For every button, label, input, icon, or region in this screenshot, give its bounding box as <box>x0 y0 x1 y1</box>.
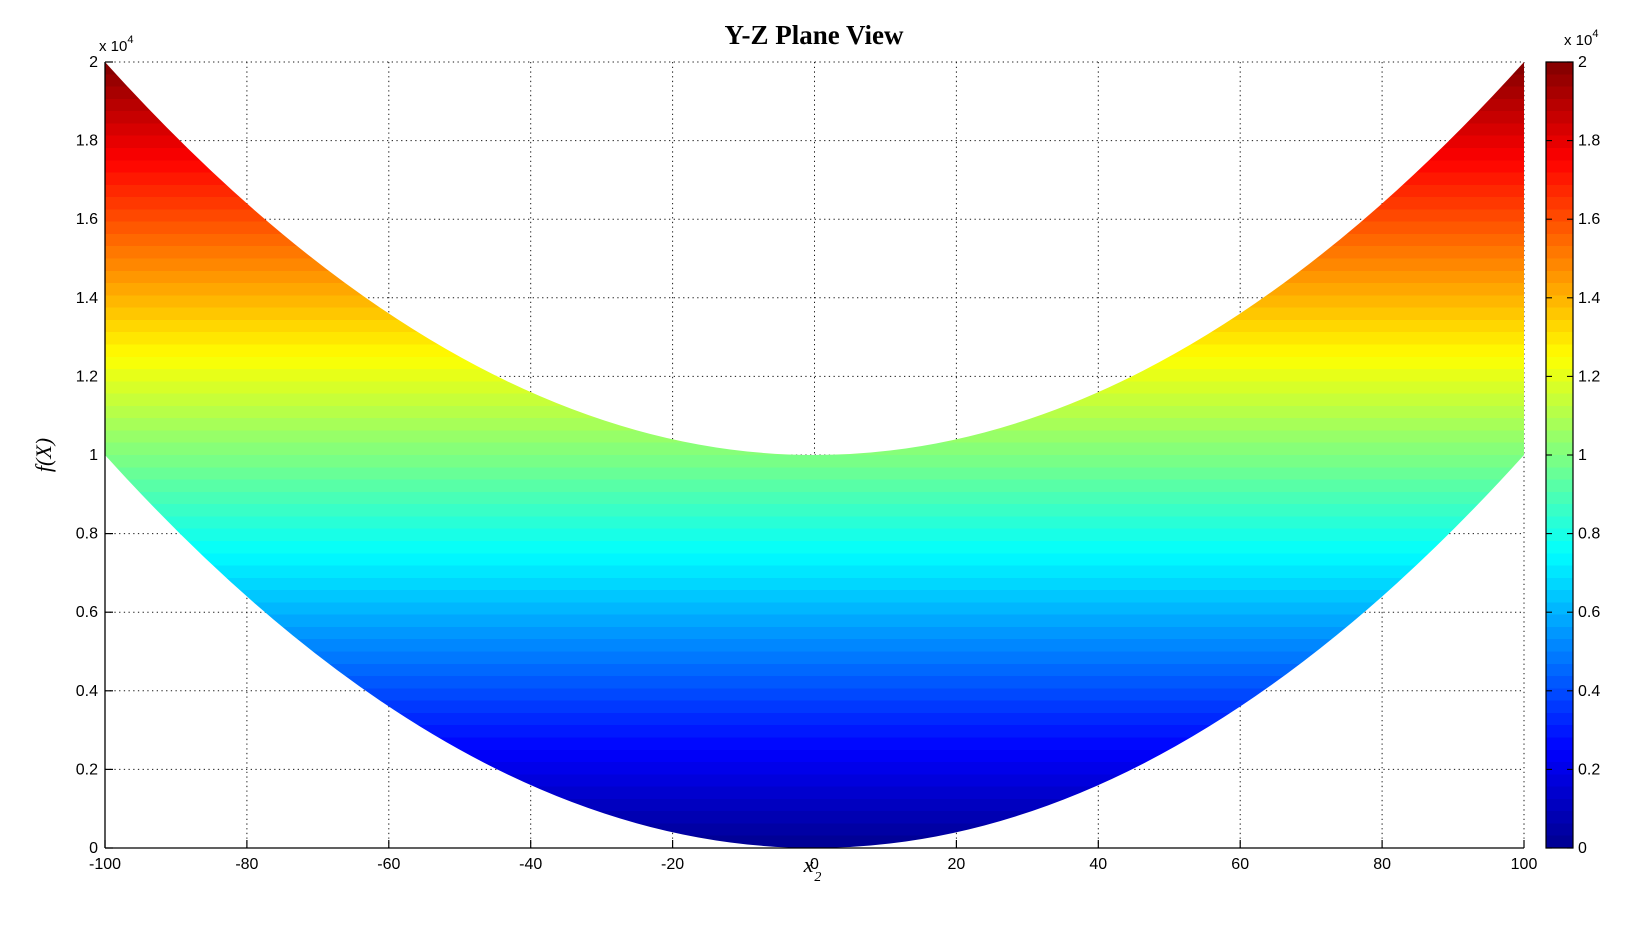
colorbar-tick-label: 1 <box>1578 447 1587 464</box>
y-tick-label: 0.2 <box>76 761 98 778</box>
x-axis-label: x2 <box>803 852 822 886</box>
y-axis-label: f(X) <box>31 437 56 473</box>
y-tick-label: 1.6 <box>76 211 98 228</box>
colorbar-tick-label: 0 <box>1578 840 1587 857</box>
y-tick-label: 2 <box>89 54 98 71</box>
y-tick-label: 0.6 <box>76 604 98 621</box>
y-axis-offset-label: x 104 <box>99 34 134 55</box>
colorbar-tick-label: 1.4 <box>1578 290 1600 307</box>
colorbar-tick-label: 1.2 <box>1578 368 1600 385</box>
colorbar-tick-label: 1.8 <box>1578 133 1600 150</box>
y-tick-label: 0.8 <box>76 526 98 543</box>
x-axis-label-subscript: 2 <box>814 870 822 886</box>
x-tick-label: 0 <box>810 856 819 873</box>
colorbar-ticks <box>1546 61 1573 849</box>
chart-title: Y-Z Plane View <box>724 20 904 50</box>
x-tick-label: 60 <box>1231 856 1249 873</box>
y-tick-label: 0 <box>89 840 98 857</box>
x-tick-label: 100 <box>1511 856 1538 873</box>
colorbar-tick-label: 1.6 <box>1578 211 1600 228</box>
y-axis-offset-prefix: x 10 <box>99 38 128 55</box>
colorbar-tick-labels: 0 0.2 0.4 0.6 0.8 1 1.2 1.4 1.6 1.8 2 <box>1578 54 1600 857</box>
y-tick-label: 1.2 <box>76 368 98 385</box>
x-tick-label: 80 <box>1373 856 1391 873</box>
y-tick-label: 1 <box>89 447 98 464</box>
axis-spines <box>104 62 1524 849</box>
x-tick-label: -60 <box>377 856 400 873</box>
colorbar-tick-label: 2 <box>1578 54 1587 71</box>
x-tick-label: 40 <box>1089 856 1107 873</box>
x-tick-label: 20 <box>948 856 966 873</box>
y-tick-labels: 0 0.2 0.4 0.6 0.8 1 1.2 1.4 1.6 1.8 2 <box>76 54 98 857</box>
colorbar-tick-label: 0.6 <box>1578 604 1600 621</box>
y-axis-offset-exponent: 4 <box>127 34 134 46</box>
x-tick-label: -100 <box>89 856 121 873</box>
colorbar-offset-label: x 104 <box>1564 28 1599 49</box>
y-tick-label: 1.4 <box>76 290 98 307</box>
x-tick-label: -80 <box>235 856 258 873</box>
surface-region <box>105 62 1524 848</box>
colorbar-tick-label: 0.4 <box>1578 683 1600 700</box>
y-tick-label: 1.8 <box>76 133 98 150</box>
colorbar-offset-prefix: x 10 <box>1564 32 1593 49</box>
x-tick-labels: -100 -80 -60 -40 -20 0 20 40 60 80 100 <box>89 856 1537 873</box>
colorbar-tick-label: 0.2 <box>1578 761 1600 778</box>
x-tick-label: -20 <box>661 856 684 873</box>
x-axis-label-base: x <box>803 852 814 877</box>
y-tick-label: 0.4 <box>76 683 98 700</box>
colorbar-offset-exponent: 4 <box>1592 28 1599 40</box>
colorbar-tick-label: 0.8 <box>1578 526 1600 543</box>
x-tick-label: -40 <box>519 856 542 873</box>
